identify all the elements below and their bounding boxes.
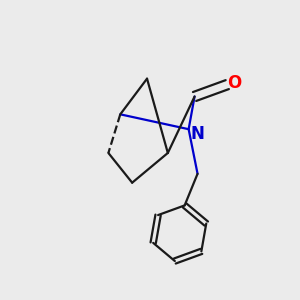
Text: N: N	[190, 125, 205, 143]
Text: O: O	[228, 74, 242, 92]
